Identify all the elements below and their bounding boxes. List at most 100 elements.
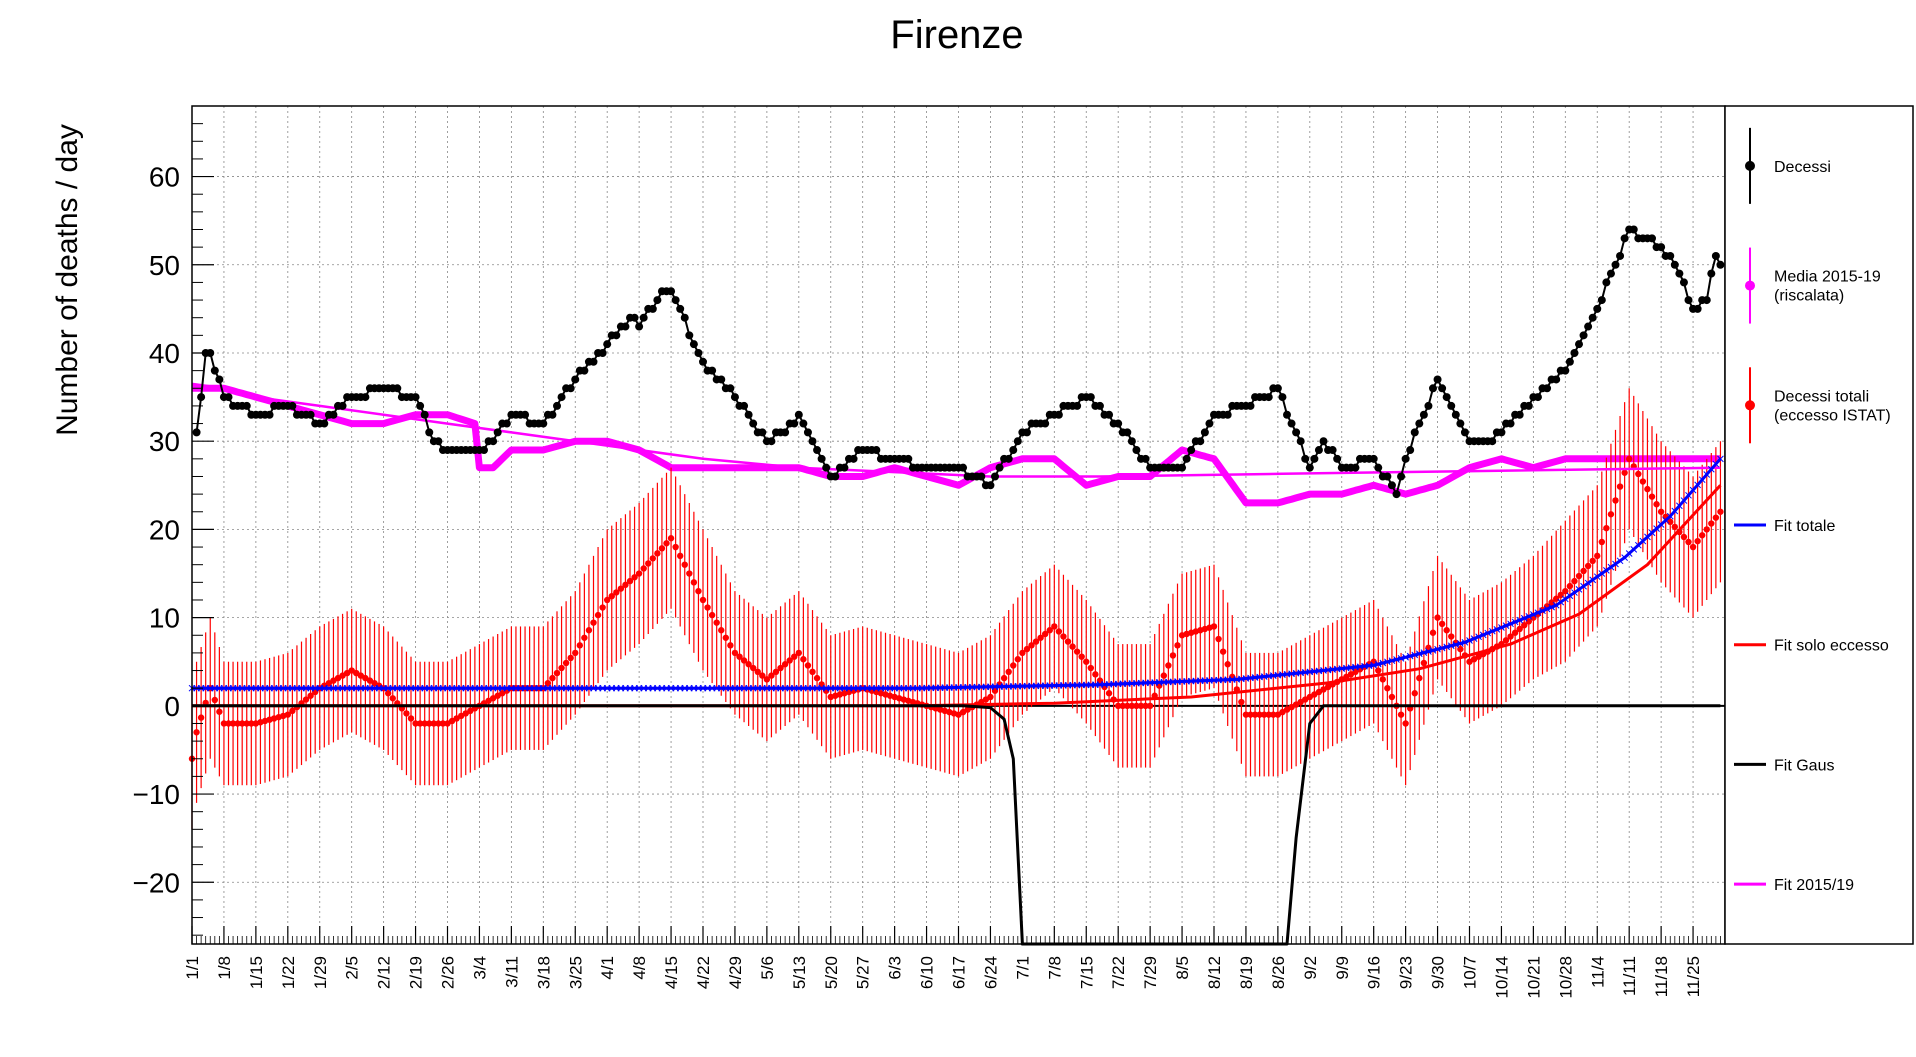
eccesso-point (631, 574, 638, 581)
decessi-point (502, 419, 511, 428)
decessi-point (1310, 454, 1319, 463)
eccesso-point (435, 720, 442, 727)
eccesso-point (1133, 702, 1140, 710)
x-tick-label: 2/12 (375, 956, 394, 989)
eccesso-point (1260, 711, 1268, 718)
eccesso-point (1160, 672, 1168, 679)
eccesso-point (1648, 493, 1656, 500)
eccesso-point (549, 674, 556, 682)
eccesso-point (1037, 634, 1044, 641)
x-tick-label: 1/1 (183, 956, 202, 980)
eccesso-point (759, 672, 766, 679)
eccesso-point (676, 552, 684, 560)
eccesso-point (663, 540, 670, 547)
x-tick-label: 10/28 (1556, 956, 1575, 999)
eccesso-point (1265, 711, 1272, 718)
decessi-point (676, 304, 685, 313)
decessi-point (648, 304, 657, 313)
decessi-point (1141, 454, 1150, 463)
eccesso-point (1060, 633, 1067, 640)
decessi-point (338, 401, 347, 410)
y-tick-label: −20 (133, 867, 181, 898)
decessi-point (1552, 375, 1561, 384)
x-tick-label: 8/19 (1237, 956, 1256, 989)
decessi-point (694, 348, 703, 357)
eccesso-point (216, 708, 223, 715)
eccesso-point (243, 720, 250, 727)
decessi-point (1205, 419, 1214, 428)
eccesso-point (1092, 671, 1099, 678)
eccesso-point (1694, 537, 1701, 545)
decessi-point (781, 428, 790, 437)
eccesso-point (690, 579, 698, 586)
eccesso-point (1717, 508, 1724, 515)
legend-marker-dot (1745, 160, 1755, 171)
eccesso-point (289, 707, 296, 715)
x-tick-label: 4/8 (630, 956, 649, 980)
eccesso-point (708, 611, 716, 619)
fit-fit_gaus-line (192, 704, 1721, 946)
eccesso-point (220, 720, 228, 727)
eccesso-point (658, 545, 666, 552)
decessi-point (1383, 472, 1392, 481)
eccesso-point (412, 720, 419, 727)
x-tick-label: 10/14 (1492, 956, 1511, 999)
decessi-point (1429, 384, 1437, 393)
decessi-point (1401, 454, 1410, 463)
eccesso-point (1443, 627, 1450, 634)
x-tick-label: 4/1 (598, 956, 617, 980)
decessi-point (1351, 463, 1360, 472)
decessi-point (1387, 481, 1396, 490)
decessi-point (557, 393, 566, 402)
decessi-point (192, 428, 201, 437)
decessi-point (1606, 269, 1615, 278)
decessi-point (840, 463, 849, 472)
decessi-point (1575, 340, 1583, 349)
decessi-point (831, 472, 840, 481)
decessi-point (1666, 251, 1675, 260)
decessi-point (521, 410, 530, 419)
eccesso-point (1215, 635, 1222, 643)
eccesso-point (1105, 690, 1113, 697)
eccesso-point (1680, 533, 1688, 541)
eccesso-point (736, 653, 743, 660)
eccesso-point (1625, 455, 1633, 463)
decessi-point (393, 384, 402, 393)
eccesso-point (1165, 662, 1172, 669)
eccesso-point (1019, 649, 1026, 657)
decessi-point (1196, 437, 1205, 446)
x-tick-label: 11/18 (1652, 956, 1671, 997)
eccesso-point (1256, 711, 1263, 718)
eccesso-point (307, 692, 314, 699)
eccesso-point (781, 661, 789, 668)
decessi-point (635, 322, 644, 331)
decessi-point (612, 331, 621, 340)
decessi-point (1524, 401, 1533, 410)
decessi-point (813, 446, 822, 455)
eccesso-point (1055, 628, 1063, 635)
y-tick-label: 30 (149, 426, 180, 457)
eccesso-point (1375, 667, 1382, 674)
decessi-point (1616, 251, 1625, 260)
decessi-point (566, 384, 575, 393)
eccesso-point (749, 664, 757, 672)
eccesso-point (1616, 483, 1624, 490)
x-tick-label: 8/12 (1205, 956, 1224, 989)
eccesso-point (1525, 618, 1533, 625)
x-tick-label: 3/25 (566, 956, 585, 989)
decessi-point (571, 375, 580, 384)
decessi-point (1273, 384, 1282, 393)
decessi-point (539, 419, 548, 428)
decessi-point (817, 454, 826, 463)
eccesso-point (1429, 629, 1437, 636)
decessi-point (1264, 393, 1273, 402)
eccesso-point (1137, 702, 1145, 710)
eccesso-point (407, 715, 415, 722)
decessi-point (1392, 490, 1401, 499)
x-tick-label: 2/19 (407, 956, 426, 989)
decessi-point (1182, 454, 1191, 463)
eccesso-point (1607, 511, 1615, 518)
eccesso-point (234, 720, 241, 727)
eccesso-point (562, 659, 570, 667)
eccesso-point (1384, 684, 1391, 692)
